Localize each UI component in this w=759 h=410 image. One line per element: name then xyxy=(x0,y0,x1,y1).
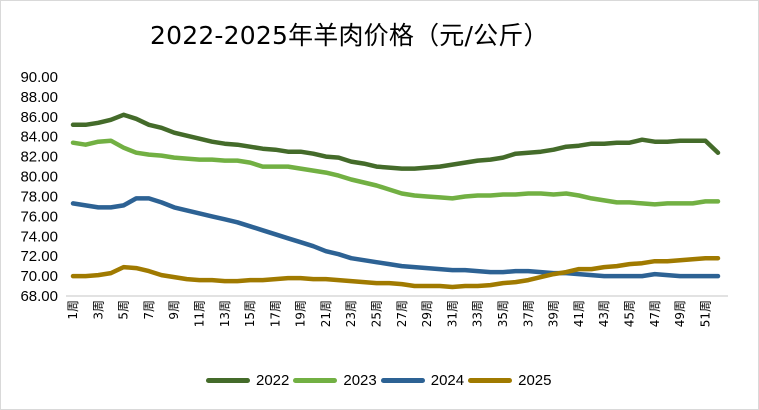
x-tick-label: 41周 xyxy=(572,300,586,327)
x-tick-label: 15周 xyxy=(243,300,257,327)
x-tick-label: 35周 xyxy=(496,300,510,327)
x-axis: 1周 3周 5周 7周 9周 11周 13周 15周 17周 19周 21周 23周 25周 27周 29周… xyxy=(66,300,712,327)
x-tick-label: 49周 xyxy=(673,300,687,327)
y-tick-label: 80.00 xyxy=(20,169,58,186)
x-tick-label: 9周 xyxy=(167,300,181,320)
x-tick-label: 39周 xyxy=(547,300,561,327)
x-tick-label: 21周 xyxy=(319,300,333,327)
y-tick-label: 82.00 xyxy=(20,149,58,166)
x-tick-label: 29周 xyxy=(420,300,434,327)
legend-label: 2024 xyxy=(430,372,465,389)
y-tick-label: 74.00 xyxy=(20,228,58,245)
legend-label: 2025 xyxy=(518,372,552,389)
y-tick-label: 76.00 xyxy=(20,208,58,225)
series-line-2024 xyxy=(70,196,721,279)
x-tick-label: 43周 xyxy=(597,300,611,327)
y-tick-label: 70.00 xyxy=(20,268,58,285)
legend-item-2022: 2022 xyxy=(206,372,289,389)
x-tick-label: 27周 xyxy=(395,300,409,327)
legend-item-2024: 2024 xyxy=(380,372,465,389)
y-tick-label: 72.00 xyxy=(20,248,58,265)
x-tick-label: 45周 xyxy=(622,300,636,327)
x-tick-label: 51周 xyxy=(698,300,712,327)
legend: 2022 2023 2024 2025 xyxy=(206,372,556,389)
x-tick-label: 25周 xyxy=(370,300,384,327)
x-tick-label: 1周 xyxy=(66,300,80,320)
legend-item-2023: 2023 xyxy=(293,372,377,389)
series-line-2022 xyxy=(70,112,721,171)
x-tick-label: 7周 xyxy=(142,300,156,320)
legend-label: 2022 xyxy=(256,372,290,389)
x-tick-label: 13周 xyxy=(218,300,232,327)
series-group xyxy=(70,112,721,290)
legend-swatch xyxy=(293,378,338,383)
legend-swatch xyxy=(206,378,250,383)
legend-label: 2023 xyxy=(343,372,377,389)
x-tick-label: 37周 xyxy=(521,300,535,327)
x-tick-label: 31周 xyxy=(445,300,459,327)
y-tick-label: 78.00 xyxy=(20,188,58,205)
y-tick-label: 68.00 xyxy=(20,288,58,305)
series-line-2023 xyxy=(70,138,721,207)
chart-title: 2022-2025年羊肉价格（元/公斤） xyxy=(150,21,549,50)
x-tick-label: 5周 xyxy=(117,300,131,320)
x-tick-label: 47周 xyxy=(648,300,662,327)
y-tick-label: 84.00 xyxy=(20,129,58,146)
legend-swatch xyxy=(468,378,513,383)
x-tick-label: 11周 xyxy=(192,300,206,327)
x-tick-label: 23周 xyxy=(344,300,358,327)
y-tick-label: 88.00 xyxy=(20,89,58,106)
x-tick-label: 17周 xyxy=(268,300,282,327)
y-tick-label: 86.00 xyxy=(20,109,58,126)
legend-item-2025: 2025 xyxy=(468,372,552,389)
legend-swatch xyxy=(380,378,425,383)
y-tick-label: 90.00 xyxy=(20,69,58,86)
series-line-2025 xyxy=(70,255,721,290)
x-tick-label: 3周 xyxy=(91,300,105,320)
x-tick-label: 19周 xyxy=(294,300,308,327)
y-axis: 90.00 88.00 86.00 84.00 82.00 80.00 78.00 76.00… xyxy=(20,69,58,305)
x-tick-label: 33周 xyxy=(471,300,485,327)
